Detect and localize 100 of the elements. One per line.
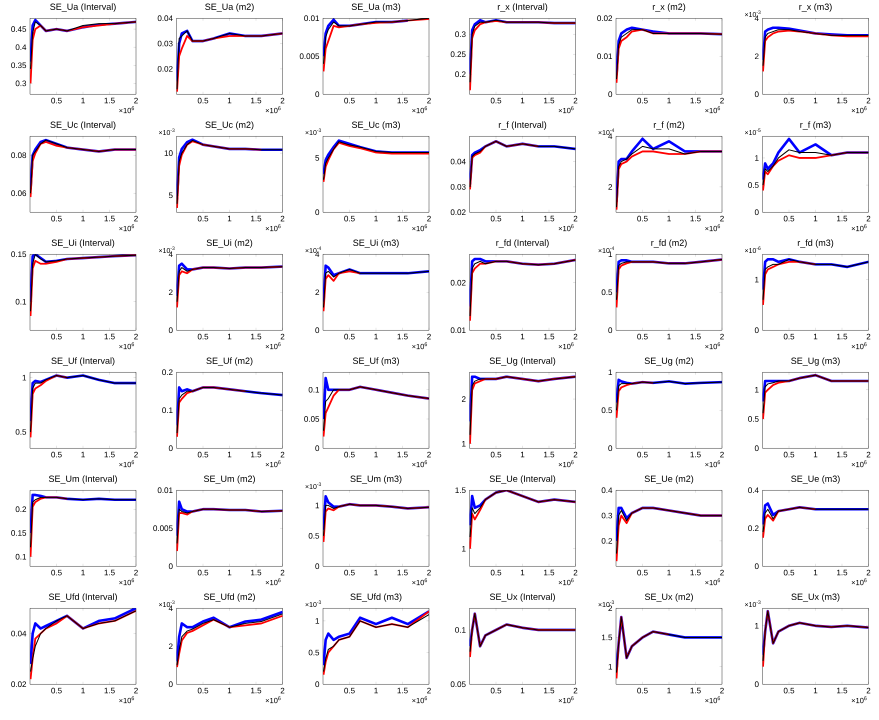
- x-tick-label: 2: [427, 688, 431, 694]
- y-tick-label: 0.08: [11, 152, 26, 158]
- x-tick-label: 2: [280, 570, 284, 576]
- x-tick-label: 2: [427, 452, 431, 458]
- x-tick-label: 1.5: [251, 688, 262, 694]
- x-tick-label: 2: [280, 216, 284, 222]
- y-tick-label: 0.45: [11, 26, 26, 32]
- x-tick-label: 2: [280, 334, 284, 340]
- x-tick-label: 0.5: [784, 452, 794, 458]
- chart-title: SE_Ui (m2): [206, 239, 252, 248]
- y-tick-label: 1: [462, 546, 466, 552]
- y-tick-label: 0.01: [450, 327, 466, 333]
- y-tick-label: 0.3: [16, 80, 26, 86]
- x-tick-label: 1: [228, 688, 232, 694]
- x-tick-label: 0.5: [51, 334, 62, 340]
- y-tick-label: 0.04: [450, 158, 466, 164]
- chart-title: r_f (m3): [800, 121, 831, 130]
- x-tick-label: 0.5: [344, 98, 355, 104]
- y-tick-label: 2: [168, 289, 173, 295]
- y-tick-label: 0.5: [748, 416, 759, 422]
- x-tick-label: 2: [134, 98, 138, 104]
- x-tick-label: 1: [228, 570, 232, 576]
- chart-title: SE_Ufd (m2): [204, 593, 255, 602]
- y-tick-label: 0: [315, 563, 320, 569]
- x-tick-label: 0.5: [637, 334, 648, 340]
- x-tick-label: 0.5: [490, 688, 502, 694]
- x-tick-label: 1: [667, 452, 671, 458]
- y-tick-label: 0.01: [304, 15, 320, 21]
- x-tick-label: 1.5: [398, 334, 408, 340]
- x-tick-label: 0.5: [490, 452, 502, 458]
- x-tick-label: 1.5: [544, 452, 554, 458]
- y-tick-label: 0.03: [450, 184, 466, 190]
- x-tick-label: 1.5: [251, 452, 262, 458]
- y-tick-label: 2: [608, 184, 612, 190]
- y-tick-label: 0.3: [602, 512, 612, 518]
- x-tick-label: 1: [520, 688, 524, 694]
- chart-title: SE_Ua (m2): [205, 3, 254, 12]
- y-tick-label: 4: [315, 251, 320, 257]
- x-tick-label: 0.5: [198, 334, 208, 340]
- y-tick-label: 0: [168, 445, 173, 451]
- x-tick-label: 1.5: [690, 452, 701, 458]
- x-tick-label: 2: [574, 688, 578, 694]
- chart-title: SE_Uf (Interval): [51, 357, 114, 366]
- y-tick-label: 2: [608, 605, 612, 611]
- y-tick-label: 0.02: [450, 280, 466, 286]
- y-tick-label: 1: [316, 502, 320, 508]
- x-tick-label: 2: [866, 98, 870, 104]
- chart-title: SE_Ug (m2): [644, 357, 694, 366]
- y-tick-label: 1.5: [602, 634, 612, 640]
- x-tick-label: 2: [134, 688, 138, 694]
- x-tick-label: 2: [720, 688, 724, 694]
- x-tick-label: 1.5: [104, 98, 115, 104]
- x-tick-label: 1.5: [398, 452, 408, 458]
- y-tick-label: 0: [168, 563, 173, 569]
- y-tick-label: 0.15: [11, 251, 26, 257]
- x-tick-label: 2: [427, 216, 431, 222]
- y-tick-label: 4: [754, 15, 759, 21]
- x-tick-label: 2: [866, 570, 870, 576]
- x-tick-label: 1.5: [398, 688, 408, 694]
- x-tick-label: 1.5: [837, 688, 848, 694]
- y-tick-label: 0.35: [11, 62, 26, 68]
- x-tick-label: 0.5: [784, 334, 794, 340]
- y-tick-label: 0.2: [602, 538, 612, 544]
- x-tick-label: 2: [427, 98, 431, 104]
- x-tick-label: 1.5: [544, 216, 554, 222]
- chart-title: SE_Ug (m3): [791, 357, 840, 366]
- x-tick-label: 1.5: [251, 334, 262, 340]
- chart-title: r_fd (m2): [651, 239, 687, 248]
- x-tick-label: 1: [814, 334, 818, 340]
- chart-title: r_f (Interval): [498, 121, 546, 130]
- y-tick-label: 0.5: [16, 429, 26, 435]
- x-tick-label: 1: [374, 688, 378, 694]
- chart-title: SE_Ui (Interval): [52, 239, 114, 248]
- x-tick-label: 1: [81, 216, 85, 222]
- y-tick-label: 0: [168, 681, 173, 687]
- x-tick-label: 1: [81, 688, 85, 694]
- x-tick-label: 2: [574, 334, 578, 340]
- chart-title: SE_Ua (Interval): [50, 3, 116, 12]
- y-tick-label: 0: [608, 91, 612, 97]
- x-tick-label: 0.5: [637, 688, 648, 694]
- x-tick-label: 0.5: [784, 688, 794, 694]
- x-tick-label: 1.5: [104, 570, 115, 576]
- x-tick-label: 0.5: [490, 98, 502, 104]
- chart-title: r_fd (m3): [798, 239, 834, 248]
- x-tick-label: 1: [374, 216, 378, 222]
- y-tick-label: 0.05: [304, 416, 320, 422]
- y-tick-label: 0: [315, 327, 320, 333]
- y-tick-label: 0.06: [11, 190, 26, 196]
- x-tick-label: 1: [520, 98, 524, 104]
- y-tick-label: 0: [754, 445, 759, 451]
- x-tick-label: 1: [374, 98, 378, 104]
- chart-title: SE_Uc (m2): [205, 121, 254, 130]
- x-tick-label: 1: [374, 570, 378, 576]
- x-tick-label: 0.5: [344, 570, 355, 576]
- y-tick-label: 0.1: [16, 554, 26, 560]
- x-tick-label: 1: [374, 452, 378, 458]
- y-tick-label: 0.4: [748, 487, 759, 493]
- x-tick-label: 1.5: [398, 570, 408, 576]
- x-tick-label: 0.5: [784, 570, 794, 576]
- y-tick-label: 0.05: [450, 681, 466, 687]
